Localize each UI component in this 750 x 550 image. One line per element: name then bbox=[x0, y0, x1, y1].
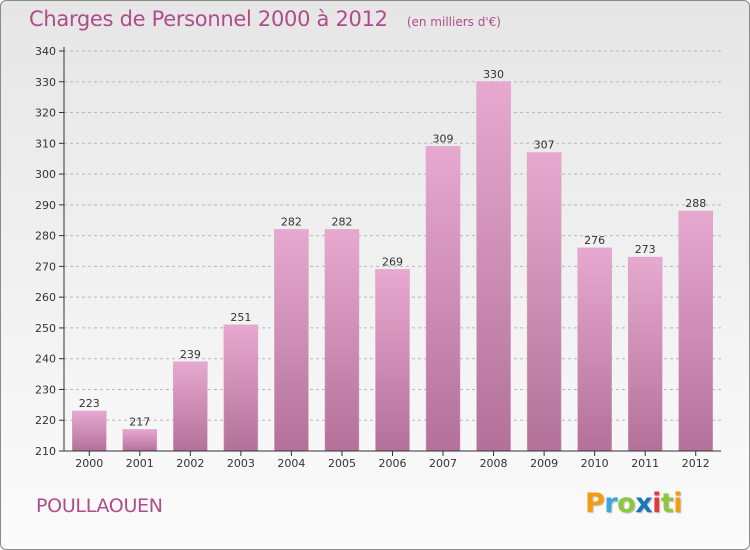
x-tick-label: 2001 bbox=[126, 457, 154, 470]
data-label: 239 bbox=[180, 348, 201, 361]
data-label: 251 bbox=[230, 311, 251, 324]
x-tick-label: 2006 bbox=[379, 457, 407, 470]
title-row: Charges de Personnel 2000 à 2012 (en mil… bbox=[29, 7, 501, 31]
y-tick-label: 240 bbox=[35, 353, 56, 366]
logo-letter: r bbox=[604, 488, 618, 519]
bar-2001 bbox=[122, 429, 158, 452]
y-tick-label: 280 bbox=[35, 230, 56, 243]
location-label: POULLAOUEN bbox=[36, 495, 163, 517]
y-tick-label: 300 bbox=[35, 168, 56, 181]
data-label: 223 bbox=[79, 397, 100, 410]
y-tick-label: 210 bbox=[35, 445, 56, 458]
chart-subtitle: (en milliers d'€) bbox=[406, 15, 501, 29]
y-tick-label: 270 bbox=[35, 260, 56, 273]
x-tick-label: 2004 bbox=[277, 457, 305, 470]
bar-2010 bbox=[577, 247, 612, 452]
data-label: 282 bbox=[281, 215, 302, 228]
x-tick-label: 2011 bbox=[631, 457, 659, 470]
y-tick-label: 340 bbox=[35, 45, 56, 58]
bar-2002 bbox=[173, 361, 208, 452]
data-label: 309 bbox=[433, 132, 454, 145]
x-tick-label: 2005 bbox=[328, 457, 356, 470]
bar-2004 bbox=[274, 229, 309, 452]
y-tick-label: 250 bbox=[35, 322, 56, 335]
y-tick-label: 330 bbox=[35, 76, 56, 89]
logo-letter: o bbox=[617, 488, 636, 519]
y-tick-label: 260 bbox=[35, 291, 56, 304]
logo-letter: x bbox=[635, 488, 653, 519]
data-label: 273 bbox=[635, 243, 656, 256]
bar-2012 bbox=[678, 210, 713, 452]
bar-2008 bbox=[476, 81, 511, 452]
data-label: 330 bbox=[483, 68, 504, 81]
bar-2003 bbox=[223, 324, 259, 452]
logo-letter: t bbox=[660, 488, 674, 519]
x-tick-label: 2002 bbox=[176, 457, 204, 470]
x-tick-label: 2000 bbox=[75, 457, 103, 470]
x-tick-label: 2009 bbox=[530, 457, 558, 470]
bar-2007 bbox=[425, 146, 461, 452]
proxiti-logo: Proxiti bbox=[585, 488, 683, 519]
data-label: 276 bbox=[584, 234, 605, 247]
bar-2005 bbox=[324, 229, 360, 452]
data-label: 217 bbox=[129, 415, 150, 428]
y-tick-label: 220 bbox=[35, 414, 56, 427]
logo-letter: i bbox=[652, 488, 661, 519]
x-tick-label: 2008 bbox=[480, 457, 508, 470]
data-label: 282 bbox=[331, 215, 352, 228]
data-label: 307 bbox=[534, 139, 555, 152]
x-tick-label: 2003 bbox=[227, 457, 255, 470]
axes: 210 220 230 240 250 260 270 280 290 300 310 320 330 3… bbox=[35, 45, 721, 470]
x-tick-label: 2012 bbox=[682, 457, 710, 470]
logo-letter: P bbox=[585, 488, 605, 519]
x-tick-label: 2010 bbox=[581, 457, 609, 470]
bar-2009 bbox=[526, 152, 562, 452]
bar-2000 bbox=[72, 410, 107, 452]
data-label: 269 bbox=[382, 255, 403, 268]
y-tick-label: 320 bbox=[35, 107, 56, 120]
chart-title: Charges de Personnel 2000 à 2012 bbox=[29, 7, 388, 31]
data-label: 288 bbox=[685, 197, 706, 210]
y-tick-label: 230 bbox=[35, 383, 56, 396]
bars: 223 217 239 251 282 282 269 309 330 307 276 273 288 bbox=[72, 68, 713, 452]
bar-2006 bbox=[375, 269, 410, 452]
y-tick-label: 290 bbox=[35, 199, 56, 212]
x-tick-label: 2007 bbox=[429, 457, 457, 470]
y-tick-label: 310 bbox=[35, 137, 56, 150]
logo-letter: i bbox=[673, 488, 683, 519]
bar-2011 bbox=[627, 256, 663, 452]
